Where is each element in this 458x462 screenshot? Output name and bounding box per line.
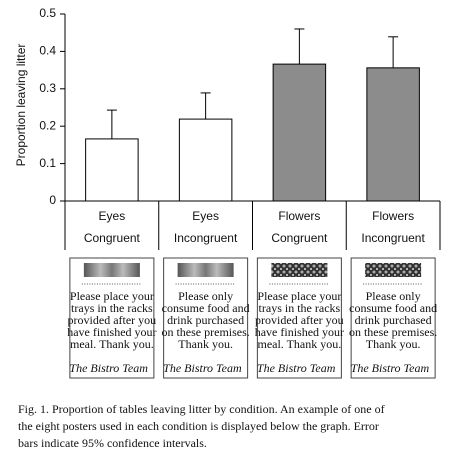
x-tick-label: Incongruent [361, 231, 425, 245]
poster-text: drink purchased [167, 313, 244, 327]
poster-image [271, 263, 328, 277]
poster-text: Thank you. [178, 337, 233, 351]
poster-text: consume food and [162, 301, 250, 315]
x-tick-label: Congruent [271, 231, 328, 245]
poster-text: have finished your [255, 325, 344, 339]
y-tick-label: 0.3 [39, 81, 56, 95]
x-tick-label: Incongruent [174, 231, 238, 245]
poster-text: Please only [178, 289, 233, 303]
x-tick-label: Flowers [278, 209, 320, 223]
poster-text: Thank you. [366, 337, 421, 351]
y-tick-label: 0.5 [39, 6, 56, 20]
x-tick-label: Flowers [372, 209, 414, 223]
poster-image [365, 263, 422, 277]
caption: the eight posters used in each condition… [18, 419, 379, 433]
poster-text: provided after you [68, 313, 157, 327]
bar [366, 67, 420, 202]
y-tick-label: 0.2 [39, 118, 56, 132]
bar [272, 63, 327, 202]
poster-signature: The Bistro Team [69, 361, 148, 375]
caption: bars indicate 95% confidence intervals. [18, 436, 207, 450]
poster [350, 257, 436, 379]
caption: Fig. 1. Proportion of tables leaving lit… [18, 402, 385, 416]
poster-text: drink purchased [355, 313, 432, 327]
poster-text: Please only [366, 289, 421, 303]
poster-text: Please place your [70, 289, 154, 303]
poster-signature: The Bistro Team [257, 361, 336, 375]
poster-text: trays in the racks [259, 301, 341, 315]
poster-image [83, 263, 140, 277]
x-tick-label: Eyes [192, 209, 219, 223]
poster-text: meal. Thank you. [257, 337, 341, 351]
poster-signature: The Bistro Team [163, 361, 242, 375]
bar [85, 138, 139, 202]
y-tick-label: 0.1 [39, 156, 56, 170]
x-tick-label: Congruent [84, 231, 141, 245]
poster [69, 257, 155, 379]
poster-text: meal. Thank you. [70, 337, 154, 351]
poster-text: provided after you [255, 313, 344, 327]
poster-text: trays in the racks [71, 301, 153, 315]
poster-signature: The Bistro Team [351, 361, 430, 375]
poster [163, 257, 249, 379]
poster-text: on these premises. [161, 325, 249, 339]
poster-text: consume food and [349, 301, 437, 315]
poster-text: Please place your [257, 289, 341, 303]
poster-image [177, 263, 234, 277]
poster-text: on these premises. [349, 325, 437, 339]
y-axis-label: Proportion leaving litter [14, 44, 28, 167]
x-tick-label: Eyes [99, 209, 126, 223]
y-tick-label: 0.4 [39, 44, 56, 58]
poster [256, 257, 342, 379]
bar [178, 118, 233, 202]
poster-text: have finished your [67, 325, 156, 339]
y-tick-label: 0 [49, 193, 56, 207]
